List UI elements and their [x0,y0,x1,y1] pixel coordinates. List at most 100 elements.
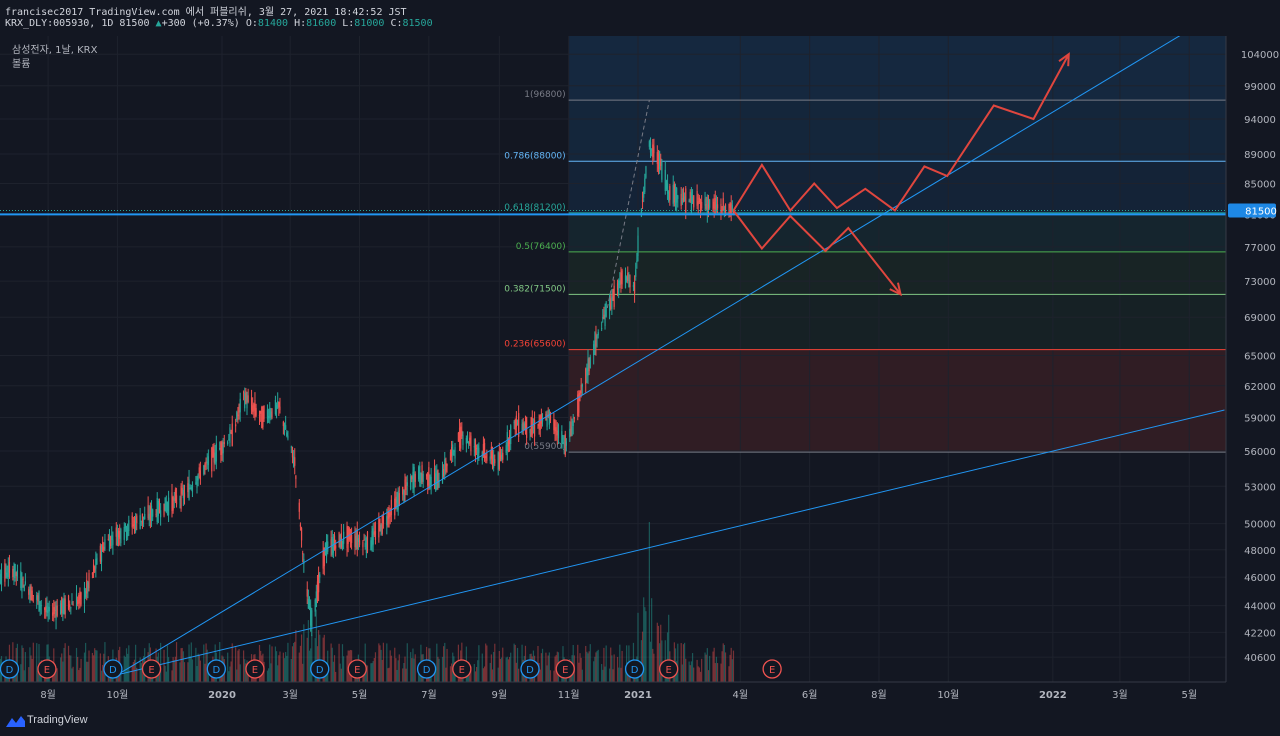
event-marker-label: D [526,665,534,676]
candle-body [445,460,447,472]
volume-bar [104,642,106,682]
chart-area[interactable]: 1(96800) 0.786(88000) 0.618(81200) 0.5(7640… [0,29,1280,708]
candle-body [497,452,499,470]
event-marker-label: E [354,665,360,676]
candle-body [478,447,480,454]
candle-body [404,479,406,495]
candle-body [561,431,563,449]
candle-body [523,423,525,431]
volume-bar [489,662,491,682]
volume-bar [501,657,503,682]
open-label: O: [245,18,258,29]
volume-bar [128,645,130,682]
volume-bar [518,668,520,682]
candle-body [318,573,320,593]
volume-bar [597,649,599,682]
candle-body [136,515,138,524]
candle-body [135,517,137,532]
tradingview-brand[interactable]: TradingView [27,714,88,726]
candle-body [139,515,141,529]
volume-bar [36,643,38,682]
volume-bar [102,664,104,682]
candle-body [410,476,412,490]
projection-bear-path-arrowhead [889,282,902,297]
candle-body [124,523,126,529]
candle-body [698,197,700,203]
candle-body [681,197,683,204]
candle-body [214,452,216,464]
candle-body [355,535,357,548]
candle-body [645,166,647,178]
volume-bar [637,612,639,682]
volume-bar [539,669,541,682]
volume-bar [547,655,549,682]
volume-bar [514,644,516,682]
candle-body [626,276,628,283]
candle-body [294,457,296,466]
volume-bar [587,653,589,682]
candle-body [680,193,682,206]
time-axis-tick: 2020 [208,690,236,701]
candle-body [220,442,222,456]
candle-body [12,568,14,578]
volume-bar [303,624,305,682]
candle-body [619,280,621,285]
candle-body [603,314,605,319]
volume-bar [396,669,398,682]
candle-body [707,204,710,209]
volume-bar [586,651,588,682]
candle-body [729,202,731,208]
trendline-shallow [117,409,1225,676]
candle-body [167,497,170,516]
candle-body [485,456,487,459]
candle-body [231,423,233,446]
event-marker-dividend [206,659,226,679]
candle-body [285,425,287,430]
candle-body [52,612,54,616]
projection-bear-path [732,209,902,296]
volume-bar [720,663,722,682]
candle-body [379,522,381,527]
candle-body [388,511,390,519]
event-marker-earnings [762,659,782,679]
price-chart[interactable]: 1(96800) 0.786(88000) 0.618(81200) 0.5(7640… [0,29,1280,708]
candle-body [421,465,423,483]
candle-body [54,610,56,612]
candle-body [160,510,162,518]
candle-body [144,513,146,520]
low-label: L: [342,18,355,29]
volume-bar [75,647,78,682]
candle-body [213,449,215,463]
volume-bar [340,668,342,682]
candle-body [657,153,660,170]
candle-body [381,515,383,534]
candle-body [541,419,544,422]
candle-body [100,547,103,562]
tradingview-logo-icon[interactable] [6,715,25,728]
volume-bar [604,666,606,682]
volume-bar [693,667,695,682]
volume-bar [71,668,73,682]
candle-body [196,476,198,488]
candle-body [364,542,366,547]
volume-bar [380,649,382,682]
candle-body [354,533,356,548]
candle-body [62,600,64,614]
volume-bar [92,655,95,682]
volume-bar [23,670,25,682]
fib-level-label: 0.786(88000) [504,151,565,161]
volume-bar [481,653,483,682]
candle-body [142,516,145,520]
candle-body [610,298,612,309]
candle-body [428,467,430,489]
volume-bar [203,644,205,682]
price-axis-tick: 104000 [1241,50,1279,61]
candle-body [335,545,337,549]
fib-level-label: 0(55900) [524,442,565,452]
volume-bar [493,651,495,682]
volume-bar [389,650,391,682]
candle-body [64,598,66,615]
candle-body [635,269,637,277]
candle-body [215,443,217,462]
volume-bar [483,666,486,682]
